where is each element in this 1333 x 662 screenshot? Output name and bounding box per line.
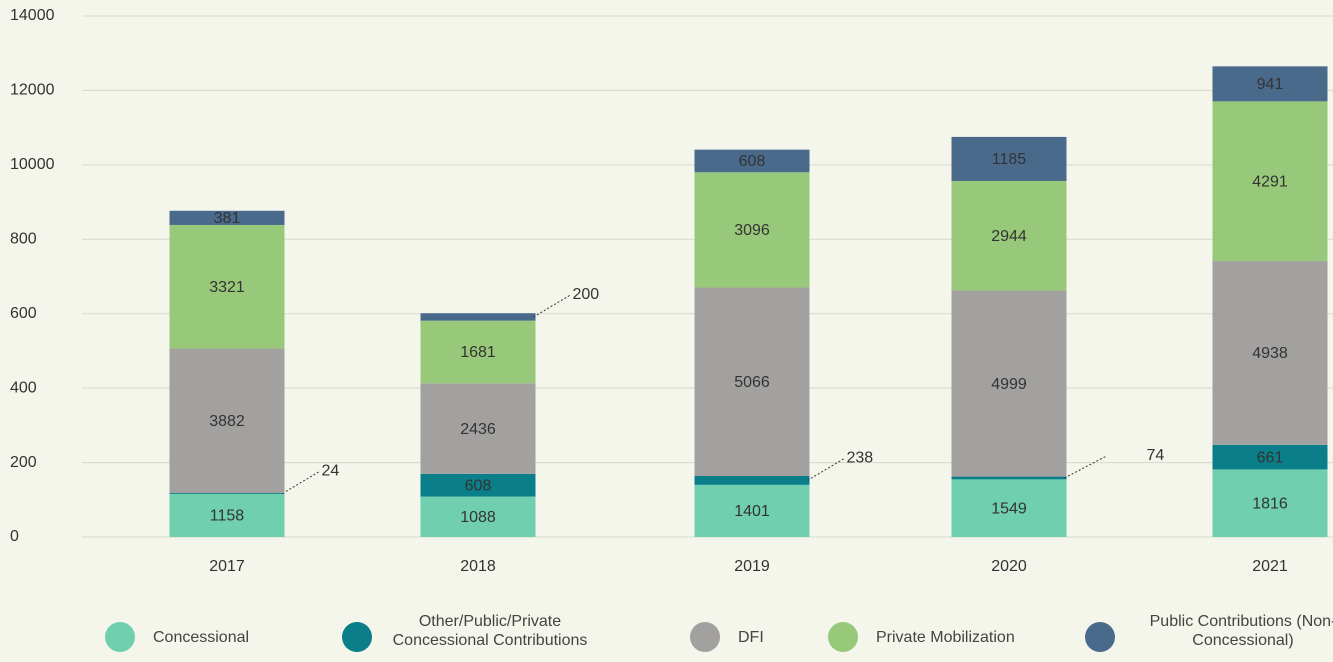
- leader-line: [1064, 455, 1107, 479]
- data-label: 661: [1257, 449, 1284, 466]
- data-label: 1401: [734, 503, 770, 520]
- bar-segment: [1212, 444, 1328, 470]
- bar-segment: [951, 181, 1067, 291]
- legend-item: Public Contributions (Non-Concessional): [1085, 613, 1333, 652]
- bar-segment: [694, 172, 810, 288]
- y-tick-label: 10000: [10, 156, 55, 173]
- legend-swatch: [1085, 622, 1115, 652]
- chart: 0 200 400 600 800 10000 12000 14000 2017 1158 24 38…: [10, 7, 1333, 575]
- data-label: 3096: [734, 222, 770, 239]
- data-label: 1185: [992, 151, 1027, 168]
- bar-segment: [694, 287, 810, 477]
- data-label: 5066: [734, 374, 770, 391]
- y-tick-label: 12000: [10, 82, 55, 99]
- data-label: 200: [573, 286, 600, 303]
- data-label: 4291: [1252, 173, 1288, 190]
- data-label: 4999: [991, 376, 1027, 393]
- data-label: 24: [322, 463, 340, 480]
- legend-label: DFI: [738, 628, 764, 646]
- bar-segment: [420, 496, 536, 537]
- legend-label: Other/Public/Private Concessional Contri…: [392, 613, 588, 649]
- legend-item: Concessional: [105, 622, 249, 652]
- data-label: 1088: [460, 509, 496, 526]
- legend-label: Concessional: [153, 628, 250, 646]
- legend-swatch: [342, 622, 372, 652]
- y-tick-label: 200: [10, 454, 37, 471]
- legend-swatch: [105, 622, 135, 652]
- bar-segment: [1212, 101, 1328, 262]
- legend-item: Other/Public/Private Concessional Contri…: [342, 613, 590, 652]
- data-label: 2944: [991, 228, 1027, 245]
- legend-label: Public Contributions (Non-Concessional): [1149, 613, 1333, 649]
- legend-swatch: [828, 622, 858, 652]
- y-tick-label: 400: [10, 379, 37, 396]
- data-label: 3882: [209, 413, 245, 430]
- bar-segment: [169, 348, 285, 494]
- data-label: 238: [847, 450, 874, 467]
- y-tick-label: 14000: [10, 7, 55, 24]
- bar-segment: [1212, 66, 1328, 102]
- y-tick-label: 0: [10, 528, 19, 545]
- bar-segment: [694, 149, 810, 173]
- legend-swatch: [690, 622, 720, 652]
- bar-segment: [420, 320, 536, 384]
- bar-segment: [169, 224, 285, 349]
- legend: Concessional Other/Public/Private Concess…: [0, 610, 1333, 662]
- x-tick-label: 2019: [734, 558, 770, 575]
- bar-segment: [1212, 469, 1328, 537]
- data-label: 1158: [210, 508, 245, 525]
- data-label: 1681: [460, 344, 496, 361]
- bar-segment: [694, 476, 810, 485]
- data-label: 1816: [1252, 495, 1288, 512]
- data-label: 608: [739, 153, 766, 170]
- y-tick-label: 800: [10, 231, 37, 248]
- bar-segment: [951, 476, 1067, 480]
- data-label: 941: [1257, 76, 1284, 93]
- legend-item: DFI: [690, 622, 764, 652]
- bar-segment: [420, 473, 536, 497]
- y-tick-label: 600: [10, 305, 37, 322]
- data-label: 74: [1147, 447, 1165, 464]
- data-label: 3321: [209, 279, 245, 296]
- bar-segment: [694, 484, 810, 537]
- bar-segment: [951, 290, 1067, 477]
- bar-segment: [169, 493, 285, 537]
- bar-segment: [169, 493, 285, 494]
- legend-item: Private Mobilization: [828, 622, 1015, 652]
- x-tick-label: 2020: [991, 558, 1027, 575]
- bar-segment: [1212, 261, 1328, 445]
- leader-line: [282, 471, 320, 494]
- x-tick-label: 2017: [209, 558, 245, 575]
- bar-segment: [420, 383, 536, 474]
- data-label: 2436: [460, 421, 496, 438]
- data-label: 608: [465, 477, 492, 494]
- data-label: 4938: [1252, 345, 1288, 362]
- bar-segment: [420, 313, 536, 321]
- x-tick-label: 2021: [1252, 558, 1288, 575]
- leader-line: [807, 458, 845, 481]
- bar-segment: [169, 210, 285, 225]
- leader-line: [533, 294, 571, 318]
- bar-segment: [951, 136, 1067, 182]
- data-label: 381: [214, 210, 241, 227]
- legend-label: Private Mobilization: [876, 628, 1015, 646]
- x-tick-label: 2018: [460, 558, 496, 575]
- data-label: 1549: [991, 500, 1027, 517]
- bar-segment: [951, 479, 1067, 537]
